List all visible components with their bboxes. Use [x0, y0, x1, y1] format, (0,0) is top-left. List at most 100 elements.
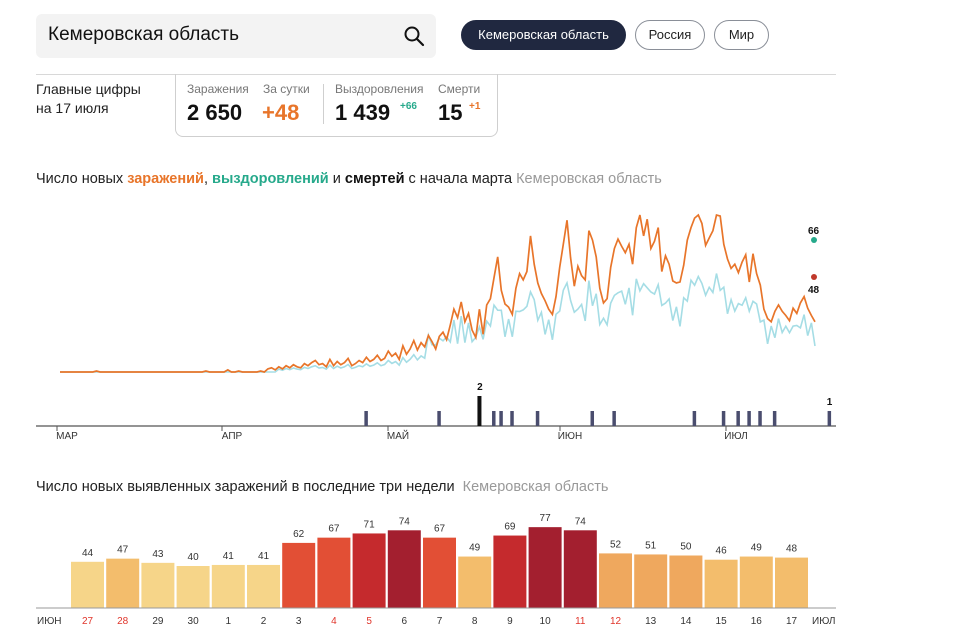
bar-value-label: 52: [610, 539, 622, 550]
x-tick-label: 2: [261, 616, 267, 627]
bar: [141, 562, 175, 608]
bar-value-label: 47: [117, 545, 129, 556]
recoveries-label: Выздоровления: [335, 82, 424, 96]
bar-value-label: 74: [575, 516, 587, 527]
deaths-value: 15: [438, 100, 463, 125]
bar-value-label: 77: [540, 513, 552, 524]
bar: [599, 553, 632, 608]
title-recoveries: выздоровлений: [212, 171, 329, 187]
bar: [71, 561, 104, 608]
x-tick-label: 13: [645, 616, 657, 627]
title-part: с начала марта: [404, 171, 513, 187]
bar: [176, 566, 210, 608]
x-tick-label: ИЮЛ: [724, 431, 747, 442]
bar: [739, 556, 773, 608]
bar: [211, 564, 245, 608]
bar-value-label: 62: [293, 529, 305, 540]
bar: [669, 555, 703, 608]
bar: [423, 537, 456, 608]
bar-value-label: 44: [82, 548, 94, 559]
death-bar: [772, 411, 777, 426]
bar-value-label: 50: [680, 542, 692, 553]
infections-end-label: 48: [808, 285, 820, 296]
death-bar: [535, 411, 540, 426]
x-tick-label: МАР: [56, 431, 78, 442]
bar: [387, 530, 421, 608]
death-bar: [492, 411, 496, 426]
recoveries-value: 1 439: [335, 100, 391, 125]
x-tick-label: 14: [680, 616, 692, 627]
x-tick-label: 28: [117, 616, 129, 627]
death-bar: [827, 411, 832, 426]
bar-value-label: 67: [328, 524, 340, 535]
bar-value-label: 71: [364, 519, 376, 530]
recoveries-end-label: 66: [808, 226, 820, 237]
region-button-world[interactable]: Мир: [714, 20, 769, 50]
bar-value-label: 67: [434, 524, 446, 535]
x-tick-label: МАЙ: [387, 429, 409, 442]
bar-value-label: 40: [188, 552, 200, 563]
death-bar: [692, 411, 697, 426]
bar: [247, 564, 280, 608]
bar-value-label: 41: [258, 551, 270, 562]
x-tick-label: 27: [82, 616, 94, 627]
bar-value-label: 43: [152, 549, 164, 560]
x-tick-label: 7: [437, 616, 443, 627]
per-day-value: +48: [262, 100, 300, 125]
deaths-delta: +1: [469, 101, 481, 112]
bar-value-label: 48: [786, 544, 798, 555]
bar: [634, 554, 668, 608]
search-icon[interactable]: [402, 24, 426, 48]
bar: [528, 527, 562, 608]
infections-line: [60, 213, 816, 373]
main-figures-label: Главные цифры на 17 июля: [36, 80, 166, 118]
month-end-label: ИЮЛ: [812, 616, 835, 627]
search-value: Кемеровская область: [48, 24, 239, 45]
death-bar: [612, 411, 616, 426]
x-tick-label: 6: [402, 616, 408, 627]
title-region: Кемеровская область: [516, 171, 662, 187]
death-bar: [510, 411, 514, 426]
title-infections: заражений: [127, 171, 204, 187]
x-tick-label: ИЮН: [558, 431, 583, 442]
bar-chart: 4427472843294030411412623674715746677498…: [36, 513, 836, 627]
infections-end-marker: [811, 274, 817, 280]
line-chart: 2 1 66 48 МАР АПР МАЙ ИЮН ИЮЛ: [36, 213, 836, 442]
stats-card: Заражения 2 650 За сутки +48 Выздоровлен…: [175, 74, 498, 137]
bar-value-label: 51: [645, 540, 657, 551]
region-button-kemerovo[interactable]: Кемеровская область: [461, 20, 626, 50]
x-tick-label: 12: [610, 616, 622, 627]
x-tick-label: 29: [152, 616, 164, 627]
bar-value-label: 46: [716, 546, 728, 557]
bar: [282, 542, 316, 608]
x-tick-label: 16: [751, 616, 763, 627]
death-label: 1: [827, 397, 833, 408]
death-bar: [477, 396, 482, 426]
region-button-russia[interactable]: Россия: [635, 20, 705, 50]
recoveries-line: [60, 273, 816, 373]
death-label: 2: [477, 382, 483, 393]
infections-value: 2 650: [187, 100, 243, 125]
death-bar: [747, 411, 751, 426]
bar: [493, 535, 527, 608]
x-tick-label: АПР: [222, 431, 243, 442]
per-day-label: За сутки: [263, 82, 310, 96]
title-deaths: смертей: [344, 171, 405, 187]
bar-chart-title: Число новых выявленных заражений в после…: [36, 479, 608, 495]
search-input[interactable]: Кемеровская область: [36, 14, 436, 58]
x-tick-label: 10: [540, 616, 552, 627]
x-tick-label: 8: [472, 616, 478, 627]
title-part: и: [328, 171, 345, 187]
x-tick-label: 30: [188, 616, 200, 627]
bar: [775, 557, 808, 608]
recoveries-end-marker: [811, 237, 817, 243]
bar: [317, 537, 351, 608]
x-tick-label: 9: [507, 616, 513, 627]
infections-label: Заражения: [187, 82, 249, 96]
bar: [352, 533, 386, 608]
bar-value-label: 49: [469, 543, 481, 554]
bar-value-label: 49: [751, 543, 763, 554]
recoveries-delta: +66: [400, 101, 417, 112]
x-tick-label: 5: [366, 616, 372, 627]
card-divider: [323, 84, 324, 124]
